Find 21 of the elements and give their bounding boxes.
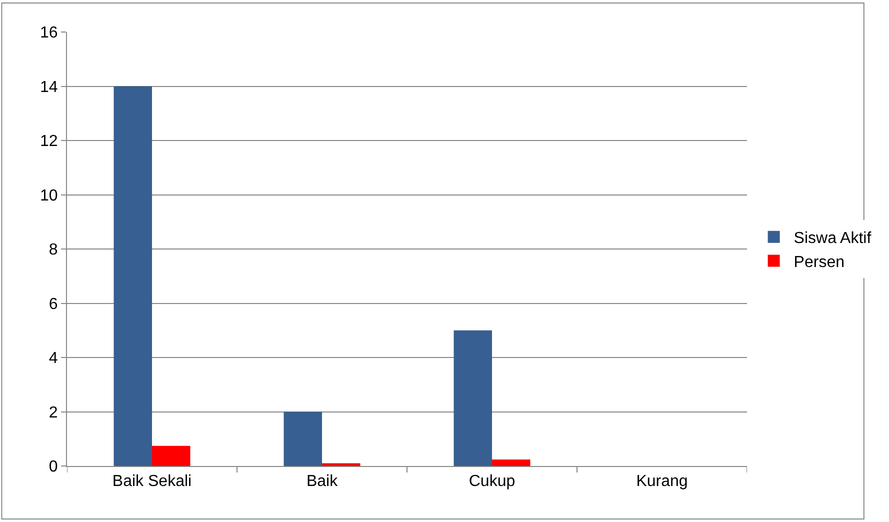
legend-label: Siswa Aktif: [794, 230, 872, 248]
bar: [322, 463, 360, 466]
y-tick-label: 8: [48, 242, 58, 259]
y-tick-label: 0: [48, 458, 58, 476]
y-tick-label: 10: [40, 187, 58, 204]
y-tick-label: 14: [40, 78, 58, 96]
legend-label: Persen: [794, 254, 845, 271]
y-tick-label: 16: [40, 24, 58, 42]
x-tick-label: Kurang: [636, 473, 688, 490]
y-tick-label: 6: [48, 296, 58, 313]
y-tick-label: 2: [48, 404, 58, 422]
y-tick-label: 4: [48, 350, 58, 368]
y-tick-label: 12: [40, 133, 58, 150]
x-tick-label: Baik Sekali: [112, 473, 192, 490]
bar: [492, 459, 530, 466]
bar: [284, 412, 322, 466]
bar: [114, 86, 152, 466]
x-tick-label: Cukup: [468, 473, 516, 490]
bar: [152, 446, 190, 466]
x-tick-label: Baik: [306, 473, 339, 490]
bar: [454, 330, 492, 466]
